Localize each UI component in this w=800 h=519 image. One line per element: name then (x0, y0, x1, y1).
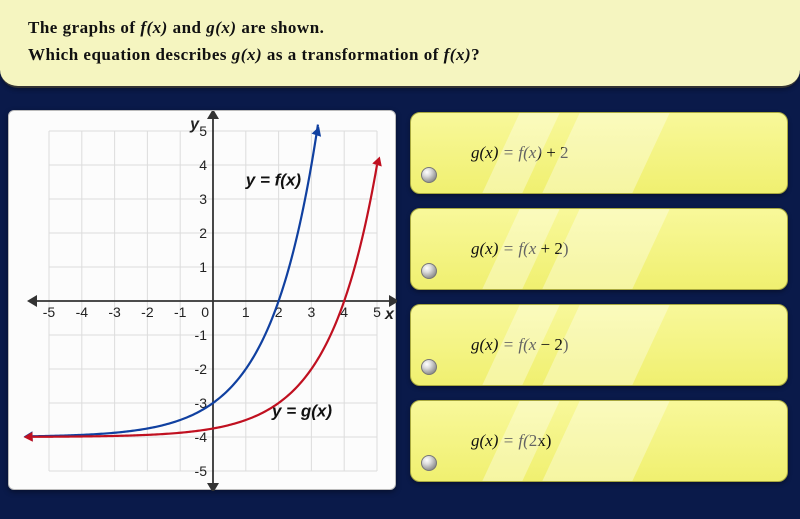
math: g(x) = f( (471, 431, 529, 450)
svg-text:y = f(x): y = f(x) (245, 171, 302, 190)
svg-text:3: 3 (308, 304, 316, 320)
svg-text:y = g(x): y = g(x) (271, 402, 332, 421)
math: 2x (529, 431, 546, 450)
svg-text:-1: -1 (174, 304, 187, 320)
math: − 2) (536, 335, 568, 354)
radio-icon (421, 455, 437, 471)
svg-text:2: 2 (199, 225, 207, 241)
text: Which equation describes (28, 45, 232, 64)
text: The graphs of (28, 18, 140, 37)
answer-label: g(x) = f(x) + 2 (471, 143, 569, 163)
answer-label: g(x) = f(x − 2) (471, 335, 569, 355)
radio-icon (421, 167, 437, 183)
svg-text:1: 1 (242, 304, 250, 320)
fx: f(x) (444, 45, 471, 64)
math: + 2 (542, 143, 569, 162)
fx: f(x) (140, 18, 167, 37)
content-area: -5-4-3-2-1012345-5-4-3-2-112345xyy = f(x… (0, 88, 800, 498)
svg-text:-5: -5 (195, 463, 208, 479)
text: as a transformation of (262, 45, 444, 64)
math: ) (546, 431, 552, 450)
math: g(x) = f(x) (471, 143, 542, 162)
svg-text:-5: -5 (43, 304, 56, 320)
svg-text:-3: -3 (108, 304, 121, 320)
radio-icon (421, 263, 437, 279)
text: and (168, 18, 206, 37)
answer-option-b[interactable]: g(x) = f(x + 2) (410, 208, 788, 290)
math: g(x) = f(x (471, 239, 536, 258)
svg-text:-4: -4 (76, 304, 89, 320)
question-header: The graphs of f(x) and g(x) are shown. W… (0, 0, 800, 88)
answer-list: g(x) = f(x) + 2 g(x) = f(x + 2) g(x) = f… (406, 110, 792, 490)
question-line-1: The graphs of f(x) and g(x) are shown. (28, 14, 772, 41)
svg-text:4: 4 (199, 157, 207, 173)
answer-option-a[interactable]: g(x) = f(x) + 2 (410, 112, 788, 194)
gx: g(x) (232, 45, 262, 64)
svg-text:-1: -1 (195, 327, 208, 343)
svg-text:-2: -2 (141, 304, 154, 320)
svg-text:1: 1 (199, 259, 207, 275)
answer-label: g(x) = f(x + 2) (471, 239, 569, 259)
svg-text:x: x (384, 306, 395, 323)
answer-option-c[interactable]: g(x) = f(x − 2) (410, 304, 788, 386)
graph-svg: -5-4-3-2-1012345-5-4-3-2-112345xyy = f(x… (9, 111, 397, 491)
math: + 2) (536, 239, 568, 258)
radio-icon (421, 359, 437, 375)
question-line-2: Which equation describes g(x) as a trans… (28, 41, 772, 68)
svg-text:y: y (189, 116, 200, 133)
svg-text:-2: -2 (195, 361, 208, 377)
svg-text:0: 0 (201, 304, 209, 320)
math: g(x) = f(x (471, 335, 536, 354)
svg-text:3: 3 (199, 191, 207, 207)
gx: g(x) (206, 18, 236, 37)
svg-text:5: 5 (199, 123, 207, 139)
text: ? (471, 45, 480, 64)
svg-text:5: 5 (373, 304, 381, 320)
text: are shown. (237, 18, 325, 37)
graph-panel: -5-4-3-2-1012345-5-4-3-2-112345xyy = f(x… (8, 110, 396, 490)
answer-label: g(x) = f(2x) (471, 431, 551, 451)
answer-option-d[interactable]: g(x) = f(2x) (410, 400, 788, 482)
